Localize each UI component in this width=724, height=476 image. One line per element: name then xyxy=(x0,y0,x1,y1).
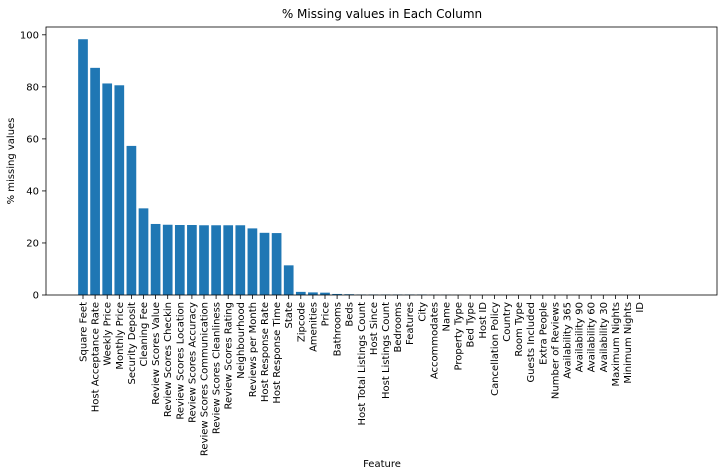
bar xyxy=(174,225,185,295)
x-tick-label: Review Scores Checkin xyxy=(163,302,174,417)
bar xyxy=(187,225,197,295)
y-axis-ticks: 0 20 40 60 80 100 xyxy=(20,30,46,302)
bar xyxy=(126,145,137,295)
bar xyxy=(150,223,161,295)
x-tick-label: Property Type xyxy=(454,302,465,370)
y-tick-label: 40 xyxy=(26,186,39,197)
bar xyxy=(138,208,149,295)
x-tick-label: Price xyxy=(321,302,332,326)
bar xyxy=(78,39,88,295)
bar xyxy=(162,224,173,295)
bar xyxy=(90,67,100,295)
x-tick-label: Host Since xyxy=(369,302,380,355)
x-tick-label: Availability 60 xyxy=(587,302,598,372)
x-tick-label: Host Acceptance Rate xyxy=(91,302,102,412)
x-tick-label: Host ID xyxy=(478,302,489,339)
y-tick-label: 100 xyxy=(20,30,39,41)
x-tick-label: Maximum Nights xyxy=(611,302,622,387)
x-tick-label: Availability 90 xyxy=(575,302,586,372)
x-tick-label: Zipcode xyxy=(296,302,307,342)
y-tick-label: 20 xyxy=(26,238,39,249)
bar xyxy=(199,225,209,295)
plot-frame xyxy=(45,26,718,296)
x-tick-label: Review Scores Accuracy xyxy=(187,302,198,423)
x-tick-label: City xyxy=(417,302,428,322)
x-tick-label: Review Scores Rating xyxy=(224,302,235,410)
bar xyxy=(114,85,125,295)
bar xyxy=(211,225,221,295)
y-tick-label: 0 xyxy=(33,291,39,302)
bar xyxy=(295,291,306,295)
x-tick-label: Monthly Price xyxy=(115,302,126,370)
x-tick-label: Host Response Time xyxy=(272,302,283,404)
x-tick-label: Bedrooms xyxy=(393,302,404,352)
x-tick-label: Extra People xyxy=(538,302,549,365)
x-tick-label: Square Feet xyxy=(79,302,90,362)
bar xyxy=(223,225,234,295)
x-tick-label: Availability 365 xyxy=(563,302,574,379)
y-tick-label: 60 xyxy=(26,134,39,145)
bar xyxy=(247,228,258,295)
x-tick-label: Host Listings Count xyxy=(381,302,392,399)
x-tick-label: Country xyxy=(502,302,513,342)
x-tick-label: Guests Included xyxy=(526,302,537,383)
x-tick-label: Host Response Rate xyxy=(260,302,271,402)
bar xyxy=(102,83,113,296)
x-tick-label: Bed Type xyxy=(466,302,477,348)
x-tick-label: Name xyxy=(442,302,453,332)
x-axis-ticks: Square Feet Host Acceptance Rate Weekly Pr… xyxy=(79,295,646,456)
x-tick-label: Cleaning Fee xyxy=(139,302,150,367)
x-tick-label: Accommodates xyxy=(429,302,440,379)
x-tick-label: State xyxy=(284,302,295,328)
x-tick-label: Bathrooms xyxy=(333,302,344,356)
bar xyxy=(235,225,246,295)
x-tick-label: Minimum Nights xyxy=(623,302,634,384)
y-tick-label: 80 xyxy=(26,82,39,93)
x-tick-label: Host Total Listings Count xyxy=(357,302,368,426)
x-tick-label: Review Scores Location xyxy=(175,302,186,420)
x-tick-label: Number of Reviews xyxy=(550,302,561,399)
x-tick-label: Availability 30 xyxy=(599,302,610,372)
x-tick-label: Reviews per Month xyxy=(248,302,259,397)
x-tick-label: Review Scores Value xyxy=(151,302,162,405)
x-tick-label: Cancellation Policy xyxy=(490,302,501,396)
x-tick-label: Review Scores Cleanliness xyxy=(212,302,223,434)
bar xyxy=(320,292,330,295)
bar xyxy=(271,233,282,295)
x-tick-label: Neighbourhood xyxy=(236,302,247,379)
x-tick-label: Security Deposit xyxy=(127,302,138,385)
bar xyxy=(283,265,294,295)
x-axis-label: Feature xyxy=(363,459,401,470)
chart-title: % Missing values in Each Column xyxy=(282,7,482,21)
x-tick-label: Amenities xyxy=(308,302,319,352)
bar xyxy=(332,293,342,295)
bars xyxy=(78,39,463,296)
x-tick-label: Beds xyxy=(345,302,356,327)
x-tick-label: Features xyxy=(405,302,416,345)
x-tick-label: ID xyxy=(635,302,646,313)
x-tick-label: Room Type xyxy=(514,302,525,357)
bar xyxy=(308,292,318,295)
x-tick-label: Weekly Price xyxy=(103,302,114,366)
bar xyxy=(259,232,270,295)
x-tick-label: Review Scores Communication xyxy=(200,302,211,456)
y-axis-label: % missing values xyxy=(6,118,17,205)
